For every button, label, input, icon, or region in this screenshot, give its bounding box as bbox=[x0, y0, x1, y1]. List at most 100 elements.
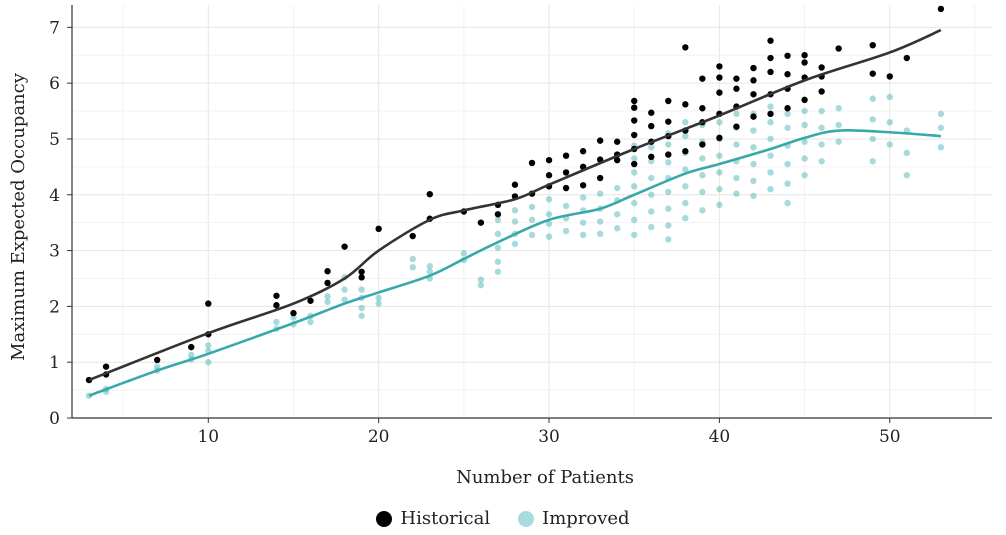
point-historical bbox=[801, 59, 808, 66]
point-improved bbox=[494, 230, 502, 238]
point-improved bbox=[665, 236, 672, 243]
point-historical bbox=[579, 148, 587, 155]
point-improved bbox=[494, 244, 502, 251]
point-improved bbox=[596, 190, 604, 197]
point-improved bbox=[767, 119, 774, 126]
point-historical bbox=[682, 101, 689, 108]
point-improved bbox=[869, 116, 876, 123]
point-improved bbox=[682, 183, 689, 190]
point-improved bbox=[682, 166, 689, 173]
point-improved bbox=[835, 138, 842, 145]
point-improved bbox=[631, 155, 638, 162]
point-improved bbox=[733, 110, 740, 118]
scatter-chart: 10 20 30 40 50 0 1 2 3 4 5 6 7 Number of Patients Ma… bbox=[8, 5, 992, 488]
point-historical bbox=[562, 184, 570, 192]
point-improved bbox=[801, 121, 808, 129]
axes bbox=[67, 5, 992, 423]
x-tick-label: 20 bbox=[368, 427, 390, 447]
point-improved bbox=[767, 169, 774, 176]
legend-swatch-improved bbox=[518, 510, 535, 527]
point-improved bbox=[596, 218, 604, 225]
point-historical bbox=[358, 268, 365, 275]
point-historical bbox=[613, 138, 621, 145]
point-historical bbox=[767, 110, 774, 118]
point-improved bbox=[579, 231, 587, 239]
point-historical bbox=[307, 297, 314, 304]
point-improved bbox=[648, 208, 655, 215]
point-improved bbox=[716, 201, 723, 209]
point-improved bbox=[818, 107, 825, 115]
point-improved bbox=[426, 262, 433, 270]
point-improved bbox=[205, 342, 212, 349]
point-improved bbox=[613, 225, 621, 232]
point-improved bbox=[409, 255, 416, 263]
point-historical bbox=[205, 300, 212, 307]
point-improved bbox=[818, 158, 825, 165]
point-historical bbox=[596, 174, 604, 182]
point-improved bbox=[818, 124, 825, 131]
point-improved bbox=[886, 141, 893, 148]
point-improved bbox=[477, 276, 485, 283]
point-historical bbox=[528, 159, 536, 167]
point-improved bbox=[562, 227, 570, 235]
point-improved bbox=[324, 293, 331, 300]
point-improved bbox=[545, 233, 553, 240]
trend-lines bbox=[88, 28, 942, 397]
point-historical bbox=[562, 152, 570, 159]
point-improved bbox=[937, 110, 945, 118]
point-historical bbox=[733, 75, 740, 82]
point-improved bbox=[784, 180, 791, 187]
point-improved bbox=[631, 169, 638, 176]
grid-lines bbox=[72, 5, 992, 418]
point-improved bbox=[716, 119, 723, 126]
y-tick-label: 6 bbox=[49, 74, 60, 94]
point-historical bbox=[699, 141, 706, 148]
point-historical bbox=[801, 96, 808, 104]
point-improved bbox=[886, 93, 893, 101]
y-axis-label: Maximum Expected Occupancy bbox=[8, 72, 29, 361]
point-improved bbox=[511, 207, 519, 214]
point-improved bbox=[494, 258, 502, 265]
point-improved bbox=[818, 141, 825, 148]
legend: Historical Improved bbox=[0, 508, 1006, 529]
point-historical bbox=[767, 37, 774, 44]
point-historical bbox=[631, 97, 638, 105]
point-improved bbox=[784, 124, 791, 131]
point-historical bbox=[375, 225, 382, 233]
point-improved bbox=[767, 185, 774, 193]
point-improved bbox=[528, 203, 536, 211]
y-tick-label: 2 bbox=[49, 297, 60, 317]
point-improved bbox=[784, 199, 791, 207]
trend-line-improved bbox=[88, 129, 941, 397]
y-tick-label: 3 bbox=[49, 242, 60, 262]
point-improved bbox=[511, 218, 519, 225]
point-historical bbox=[818, 88, 825, 95]
point-historical bbox=[631, 131, 638, 139]
point-improved bbox=[750, 160, 757, 168]
point-improved bbox=[869, 135, 876, 143]
y-tick-label: 7 bbox=[49, 18, 60, 38]
point-improved bbox=[699, 188, 706, 196]
point-improved bbox=[903, 149, 911, 157]
point-improved bbox=[716, 169, 723, 176]
point-historical bbox=[750, 64, 757, 72]
point-historical bbox=[733, 85, 740, 92]
point-improved bbox=[290, 314, 297, 321]
point-historical bbox=[886, 73, 893, 80]
point-improved bbox=[358, 304, 365, 312]
point-improved bbox=[494, 216, 502, 224]
point-historical bbox=[648, 122, 655, 130]
point-historical bbox=[494, 211, 502, 218]
point-historical bbox=[869, 70, 876, 77]
point-improved bbox=[784, 160, 791, 168]
point-historical bbox=[716, 63, 723, 70]
point-improved bbox=[750, 177, 757, 185]
point-improved bbox=[358, 286, 365, 293]
point-improved bbox=[750, 192, 757, 200]
point-improved bbox=[648, 144, 655, 151]
point-improved bbox=[409, 264, 416, 271]
point-improved bbox=[937, 144, 945, 151]
point-historical bbox=[767, 54, 774, 62]
point-improved bbox=[903, 172, 911, 179]
legend-item-improved: Improved bbox=[518, 508, 630, 529]
